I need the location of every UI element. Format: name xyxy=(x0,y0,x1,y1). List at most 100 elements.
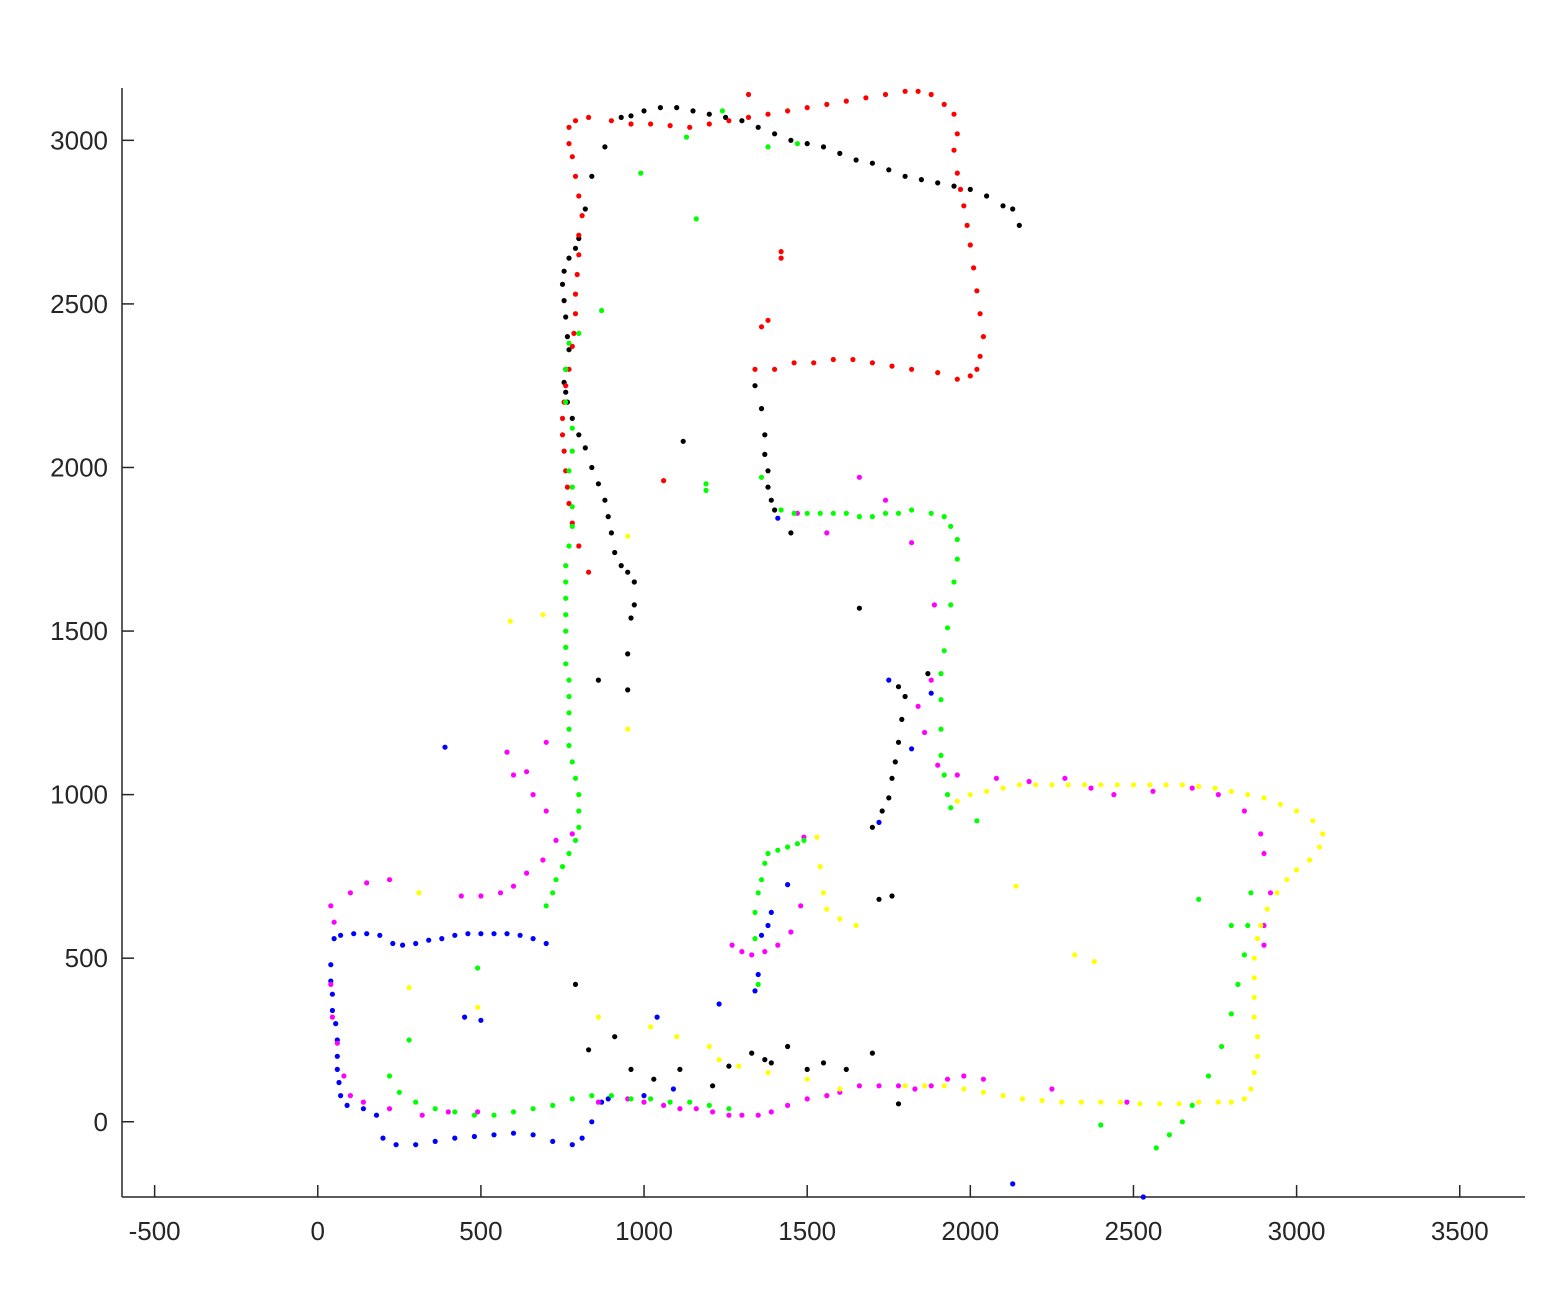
data-point xyxy=(563,628,569,634)
data-point xyxy=(1277,801,1283,808)
data-point xyxy=(478,1017,484,1023)
data-point xyxy=(579,213,585,219)
data-point xyxy=(566,726,572,732)
data-point xyxy=(957,186,964,192)
x-tick-label: 3500 xyxy=(1431,1216,1489,1246)
data-point xyxy=(1245,922,1251,929)
data-point xyxy=(517,932,523,938)
data-point xyxy=(475,1004,481,1010)
data-point xyxy=(576,808,582,814)
data-point xyxy=(941,101,947,107)
data-point xyxy=(928,690,934,696)
data-point xyxy=(961,1073,967,1079)
data-point xyxy=(572,837,579,844)
data-point xyxy=(726,118,732,124)
data-point xyxy=(980,1089,987,1095)
data-point xyxy=(745,114,752,120)
data-point xyxy=(967,242,973,248)
data-point xyxy=(954,170,960,176)
data-point xyxy=(432,1138,438,1144)
data-point xyxy=(674,1034,680,1040)
data-point xyxy=(576,232,582,238)
data-point xyxy=(726,1112,732,1118)
data-point xyxy=(559,281,566,287)
data-point xyxy=(1196,1099,1202,1105)
data-point xyxy=(329,991,335,997)
data-point xyxy=(703,481,709,487)
data-point xyxy=(344,1102,350,1108)
data-point xyxy=(576,792,582,798)
data-point xyxy=(1251,955,1257,961)
data-point xyxy=(765,850,771,857)
data-point xyxy=(331,919,337,925)
data-point xyxy=(510,1130,517,1136)
data-point xyxy=(775,942,781,948)
data-point xyxy=(788,137,794,143)
data-point xyxy=(785,1102,791,1108)
data-point xyxy=(576,330,582,336)
data-point xyxy=(569,415,575,421)
data-point xyxy=(413,1099,419,1105)
data-point xyxy=(1245,792,1251,798)
data-point xyxy=(824,1093,830,1099)
data-point xyxy=(1137,1101,1143,1107)
data-point xyxy=(1039,1097,1045,1104)
data-point xyxy=(830,356,836,363)
data-point xyxy=(1166,1132,1172,1138)
data-point xyxy=(631,602,637,608)
data-point xyxy=(736,1063,742,1069)
data-point xyxy=(569,1142,575,1148)
data-point xyxy=(755,981,761,988)
data-point xyxy=(386,1073,393,1079)
data-point xyxy=(889,775,895,781)
data-point xyxy=(948,602,954,608)
data-point xyxy=(572,291,579,297)
data-point xyxy=(334,1066,340,1072)
data-point xyxy=(853,157,859,163)
data-point xyxy=(566,710,572,716)
data-point xyxy=(347,890,353,896)
data-point xyxy=(1033,782,1039,788)
data-point xyxy=(863,95,869,101)
data-point xyxy=(954,131,960,137)
data-point xyxy=(752,366,758,372)
data-point xyxy=(1258,922,1264,929)
data-point xyxy=(925,671,931,677)
data-point xyxy=(1294,808,1300,814)
data-point xyxy=(530,792,536,798)
data-point xyxy=(912,1086,918,1092)
data-point xyxy=(788,929,794,935)
data-point xyxy=(755,890,761,896)
data-point xyxy=(909,366,915,372)
data-point xyxy=(775,847,781,853)
data-point xyxy=(882,510,889,516)
data-point xyxy=(452,1109,458,1115)
data-point xyxy=(869,360,876,366)
data-point xyxy=(971,265,977,271)
data-point xyxy=(1251,1014,1257,1020)
data-point xyxy=(550,1138,556,1144)
data-point xyxy=(648,1096,654,1102)
data-point xyxy=(576,432,582,438)
data-point xyxy=(1078,1099,1084,1105)
data-point xyxy=(507,618,513,624)
data-point xyxy=(328,962,334,968)
data-point xyxy=(798,903,804,909)
data-point xyxy=(569,759,575,765)
data-point xyxy=(386,1106,393,1112)
data-point xyxy=(1049,782,1055,788)
data-point xyxy=(856,605,863,611)
data-point xyxy=(778,507,784,513)
data-point xyxy=(745,91,752,98)
data-point xyxy=(510,1109,517,1115)
data-point xyxy=(605,514,611,520)
data-point xyxy=(935,180,941,186)
data-point xyxy=(625,651,631,657)
data-point xyxy=(902,88,908,94)
data-point xyxy=(758,406,765,412)
data-point xyxy=(951,579,957,585)
data-point xyxy=(749,1050,755,1056)
series-0 xyxy=(328,515,1146,1200)
data-point xyxy=(1310,818,1316,824)
data-point xyxy=(804,1076,810,1082)
